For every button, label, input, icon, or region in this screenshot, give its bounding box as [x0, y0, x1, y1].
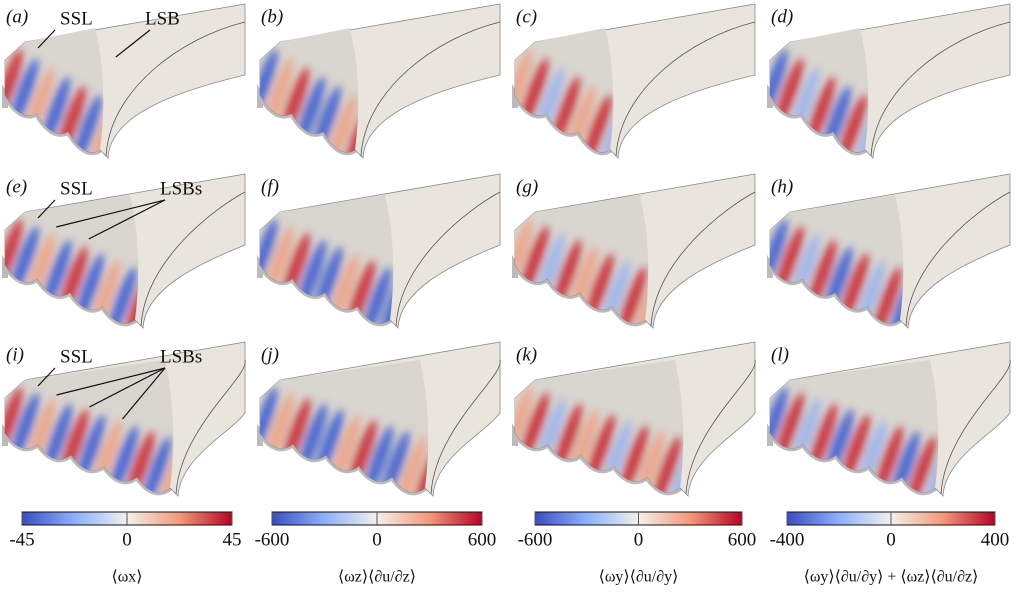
leading-edge: [650, 191, 756, 327]
leading-edge: [870, 21, 1011, 157]
leading-edge: [685, 359, 756, 495]
arrow: [88, 199, 166, 240]
colorbar-tick-label: 0: [634, 529, 644, 550]
panel: (l): [767, 341, 1011, 497]
arrow: [37, 29, 56, 49]
panel: (g): [512, 173, 756, 329]
colorbar-tick-label: 0: [372, 529, 382, 550]
arrow: [37, 367, 56, 387]
colorbar-label: ⟨ωy⟩⟨∂u/∂y⟩: [599, 569, 679, 586]
panel: (d): [767, 3, 1011, 159]
panel-label: (h): [771, 176, 793, 197]
colorbar-tick-label: 0: [122, 529, 132, 550]
panel: (b): [257, 3, 501, 159]
colorbar-label: ⟨ωy⟩⟨∂u/∂y⟩ + ⟨ωz⟩⟨∂u/∂z⟩: [804, 569, 979, 586]
colorbar-tick-label: 0: [886, 529, 896, 550]
panel-label: (c): [516, 6, 537, 27]
stripe: [260, 387, 278, 459]
panel-label: (a): [6, 6, 28, 27]
stripe: [5, 387, 23, 459]
annotation: LSBs: [160, 178, 202, 199]
contour-field: [515, 28, 614, 153]
colorbar-tick-label: 400: [981, 529, 1010, 550]
leading-edge: [175, 359, 246, 495]
stripe: [5, 219, 23, 291]
annotation: SSL: [60, 346, 93, 367]
stripe: [260, 219, 278, 291]
stripe: [770, 387, 788, 459]
annotation: LSB: [145, 8, 180, 29]
panel: (a) SSL LSB: [1, 3, 246, 159]
leading-edge: [360, 21, 501, 157]
arrow: [56, 367, 166, 396]
arrow: [115, 29, 151, 58]
stripe: [5, 49, 23, 121]
panel: (c): [512, 3, 756, 159]
colorbar-label: ⟨ωx⟩: [111, 569, 142, 586]
panel-label: (j): [261, 344, 279, 365]
colorbar-tick-label: -45: [9, 529, 34, 550]
leading-edge: [395, 191, 501, 327]
leading-edge: [940, 359, 1011, 495]
arrow: [56, 199, 166, 228]
panel-label: (k): [516, 344, 537, 365]
leading-edge: [905, 191, 1011, 327]
annotation: SSL: [60, 178, 93, 199]
annotation: SSL: [60, 8, 93, 29]
leading-edge: [140, 191, 246, 327]
stripe: [515, 387, 533, 459]
colorbar-tick-label: 600: [728, 529, 757, 550]
stripe: [770, 49, 788, 121]
panel-label: (l): [771, 344, 789, 365]
panel-label: (f): [261, 176, 279, 197]
leading-edge: [105, 21, 246, 157]
arrow: [122, 367, 166, 420]
colorbar-tick-label: -400: [770, 529, 805, 550]
contour-field: [770, 28, 869, 153]
panel-label: (b): [261, 6, 283, 27]
stripe: [515, 49, 533, 121]
panel: (h): [767, 173, 1011, 329]
panel: (i) SSL LSBs: [2, 341, 246, 497]
colorbar-label: ⟨ωz⟩⟨∂u/∂z⟩: [338, 569, 416, 586]
stripe: [770, 219, 788, 291]
colorbar-tick-label: 45: [223, 529, 242, 550]
panel-label: (e): [6, 176, 27, 197]
stripe: [515, 219, 533, 291]
panel: (k): [512, 341, 756, 497]
panel: (f): [257, 173, 501, 329]
panel-label: (i): [6, 344, 24, 365]
panel: (e) SSL LSBs: [1, 173, 246, 329]
colorbar-tick-label: -600: [255, 529, 290, 550]
colorbar-tick-label: 600: [468, 529, 497, 550]
arrow: [37, 199, 56, 219]
stripe: [260, 49, 278, 121]
annotation: LSBs: [160, 346, 202, 367]
panel: (j): [257, 341, 501, 497]
leading-edge: [430, 359, 501, 495]
colorbar-tick-label: -600: [518, 529, 553, 550]
panel-label: (g): [516, 176, 538, 197]
panel-label: (d): [771, 6, 793, 27]
leading-edge: [615, 21, 756, 157]
arrow: [89, 367, 166, 408]
